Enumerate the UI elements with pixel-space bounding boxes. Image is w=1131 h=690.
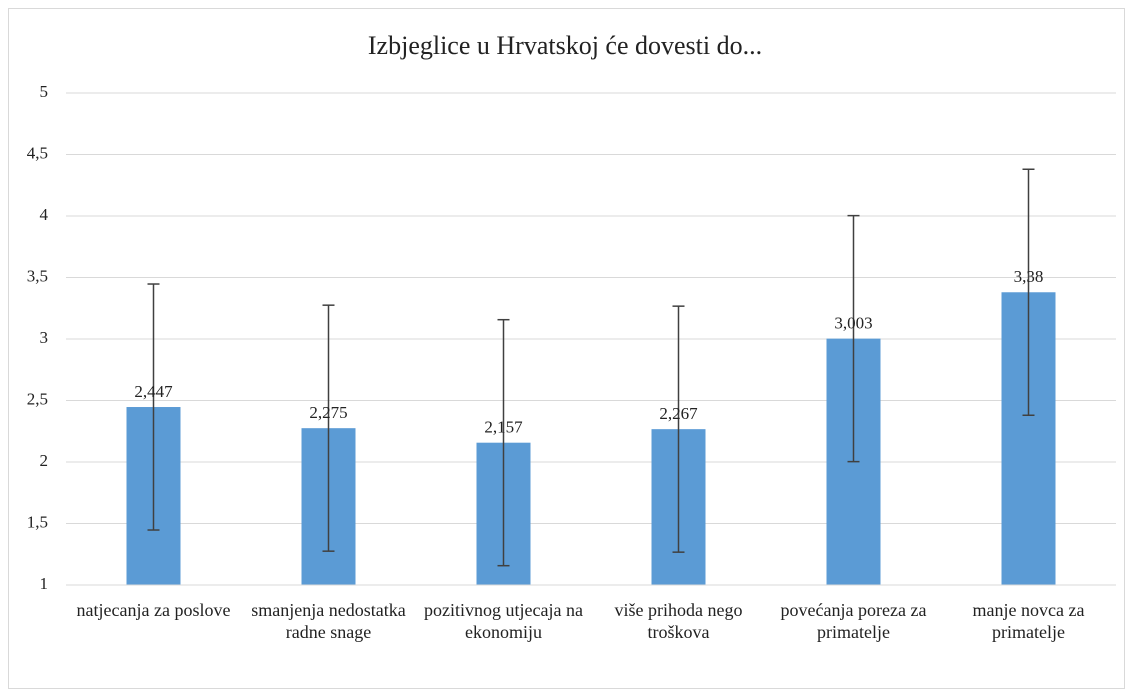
y-tick-label: 1,5 [27,512,48,531]
x-tick-label: više prihoda nego troškova [614,600,743,642]
y-tick-label: 5 [40,82,49,101]
data-label: 2,267 [659,404,698,423]
chart-border [8,8,1125,689]
y-tick-label: 3 [40,328,49,347]
x-tick-label: povećanja poreza za primatelje [780,600,927,642]
x-tick-label: smanjenja nedostatka radne snage [251,600,406,642]
data-label: 3,38 [1014,267,1044,286]
data-label: 2,157 [484,418,523,437]
y-tick-label: 4,5 [27,143,48,162]
chart-title: Izbjeglice u Hrvatskoj će dovesti do... [368,31,762,60]
data-label: 2,275 [309,403,347,422]
y-tick-label: 4 [40,205,49,224]
data-label: 3,003 [834,314,872,333]
x-tick-label: pozitivnog utjecaja na ekonomiju [424,600,583,642]
y-tick-label: 2 [40,451,49,470]
x-tick-label: natjecanja za poslove [76,600,231,620]
y-tick-label: 3,5 [27,266,48,285]
y-tick-label: 2,5 [27,389,48,408]
data-label: 2,447 [134,382,173,401]
y-tick-label: 1 [40,574,49,593]
x-tick-label: manje novca za primatelje [972,600,1085,642]
